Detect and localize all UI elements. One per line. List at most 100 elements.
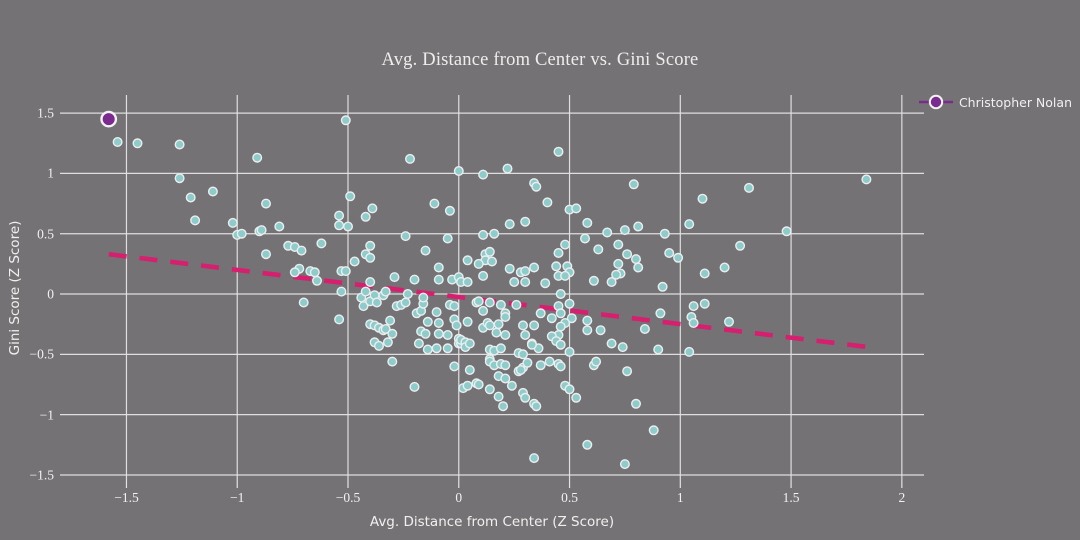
data-point[interactable]: [504, 263, 515, 274]
data-point[interactable]: [582, 325, 593, 336]
data-point[interactable]: [673, 252, 684, 263]
data-point[interactable]: [520, 216, 531, 227]
data-point[interactable]: [484, 246, 495, 257]
data-point[interactable]: [520, 392, 531, 403]
data-point[interactable]: [374, 340, 385, 351]
data-point[interactable]: [190, 215, 201, 226]
data-point[interactable]: [522, 357, 533, 368]
data-point[interactable]: [484, 320, 495, 331]
data-point[interactable]: [185, 192, 196, 203]
data-point[interactable]: [529, 262, 540, 273]
data-point[interactable]: [367, 203, 378, 214]
data-point[interactable]: [535, 360, 546, 371]
data-point[interactable]: [582, 315, 593, 326]
data-point[interactable]: [531, 181, 542, 192]
data-point[interactable]: [431, 307, 442, 318]
data-point[interactable]: [174, 173, 185, 184]
data-point[interactable]: [405, 153, 416, 164]
data-point[interactable]: [619, 459, 630, 470]
data-point[interactable]: [227, 217, 238, 228]
data-point[interactable]: [551, 261, 562, 272]
data-point[interactable]: [560, 239, 571, 250]
data-point[interactable]: [385, 315, 396, 326]
highlighted-data-point[interactable]: [100, 110, 118, 128]
data-point[interactable]: [655, 308, 666, 319]
data-point[interactable]: [420, 245, 431, 256]
data-point[interactable]: [602, 227, 613, 238]
data-point[interactable]: [484, 297, 495, 308]
data-point[interactable]: [261, 198, 272, 209]
data-point[interactable]: [473, 379, 484, 390]
data-point[interactable]: [365, 277, 376, 288]
data-point[interactable]: [298, 297, 309, 308]
data-point[interactable]: [420, 328, 431, 339]
data-point[interactable]: [473, 258, 484, 269]
data-point[interactable]: [664, 247, 675, 258]
data-point[interactable]: [613, 239, 624, 250]
data-point[interactable]: [653, 344, 664, 355]
data-point[interactable]: [500, 312, 511, 323]
data-point[interactable]: [555, 308, 566, 319]
data-point[interactable]: [261, 249, 272, 260]
data-point[interactable]: [506, 380, 517, 391]
data-point[interactable]: [493, 391, 504, 402]
data-point[interactable]: [518, 320, 529, 331]
data-point[interactable]: [334, 210, 345, 221]
data-point[interactable]: [336, 286, 347, 297]
data-point[interactable]: [462, 277, 473, 288]
data-point[interactable]: [334, 220, 345, 231]
data-point[interactable]: [464, 365, 475, 376]
data-point[interactable]: [358, 301, 369, 312]
data-point[interactable]: [491, 327, 502, 338]
data-point[interactable]: [571, 203, 582, 214]
data-point[interactable]: [360, 211, 371, 222]
data-point[interactable]: [433, 318, 444, 329]
data-point[interactable]: [553, 146, 564, 157]
data-point[interactable]: [449, 301, 460, 312]
data-point[interactable]: [659, 228, 670, 239]
data-point[interactable]: [409, 381, 420, 392]
data-point[interactable]: [462, 316, 473, 327]
data-point[interactable]: [544, 356, 555, 367]
data-point[interactable]: [500, 373, 511, 384]
data-point[interactable]: [389, 272, 400, 283]
data-point[interactable]: [719, 262, 730, 273]
data-point[interactable]: [684, 346, 695, 357]
data-point[interactable]: [495, 343, 506, 354]
data-point[interactable]: [309, 267, 320, 278]
data-point[interactable]: [371, 297, 382, 308]
data-point[interactable]: [112, 136, 123, 147]
data-point[interactable]: [582, 217, 593, 228]
data-point[interactable]: [622, 249, 633, 260]
data-point[interactable]: [340, 266, 351, 277]
data-point[interactable]: [429, 198, 440, 209]
data-point[interactable]: [413, 338, 424, 349]
data-point[interactable]: [628, 179, 639, 190]
data-point[interactable]: [464, 338, 475, 349]
data-point[interactable]: [365, 252, 376, 263]
data-point[interactable]: [473, 296, 484, 307]
data-point[interactable]: [349, 256, 360, 267]
data-point[interactable]: [515, 365, 526, 376]
data-point[interactable]: [699, 268, 710, 279]
data-point[interactable]: [511, 299, 522, 310]
data-point[interactable]: [422, 344, 433, 355]
data-point[interactable]: [555, 339, 566, 350]
data-point[interactable]: [484, 384, 495, 395]
data-point[interactable]: [560, 270, 571, 281]
data-point[interactable]: [207, 186, 218, 197]
data-point[interactable]: [334, 314, 345, 325]
data-point[interactable]: [613, 258, 624, 269]
data-point[interactable]: [744, 182, 755, 193]
data-point[interactable]: [588, 275, 599, 286]
data-point[interactable]: [520, 266, 531, 277]
data-point[interactable]: [132, 138, 143, 149]
data-point[interactable]: [531, 401, 542, 412]
data-point[interactable]: [529, 320, 540, 331]
data-point[interactable]: [274, 221, 285, 232]
data-point[interactable]: [387, 356, 398, 367]
data-point[interactable]: [657, 281, 668, 292]
data-point[interactable]: [520, 330, 531, 341]
data-point[interactable]: [564, 298, 575, 309]
data-point[interactable]: [540, 278, 551, 289]
